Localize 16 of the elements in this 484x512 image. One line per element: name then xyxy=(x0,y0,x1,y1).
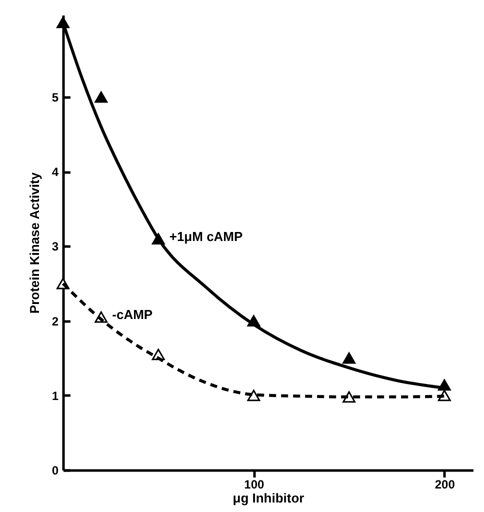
point xyxy=(94,91,108,103)
series-label: +1μM cAMP xyxy=(169,228,244,244)
y-tick-label: 5 xyxy=(52,90,59,105)
y-axis-title: Protein Kinase Activity xyxy=(26,172,42,314)
y-tick-label: 2 xyxy=(52,314,59,328)
point xyxy=(342,391,356,403)
x-tick-label: 200 xyxy=(434,478,456,492)
point xyxy=(342,352,356,364)
x-tick-label: 100 xyxy=(244,478,265,492)
y-tick-label: 3 xyxy=(52,240,59,254)
y-tick-label: 0 xyxy=(52,464,59,478)
series-label: -cAMP xyxy=(112,307,153,322)
y-tick-label: 4 xyxy=(52,165,59,180)
point xyxy=(247,390,260,402)
x-axis-title: μg Inhibitor xyxy=(232,490,304,506)
y-tick-label: 1 xyxy=(52,388,59,403)
